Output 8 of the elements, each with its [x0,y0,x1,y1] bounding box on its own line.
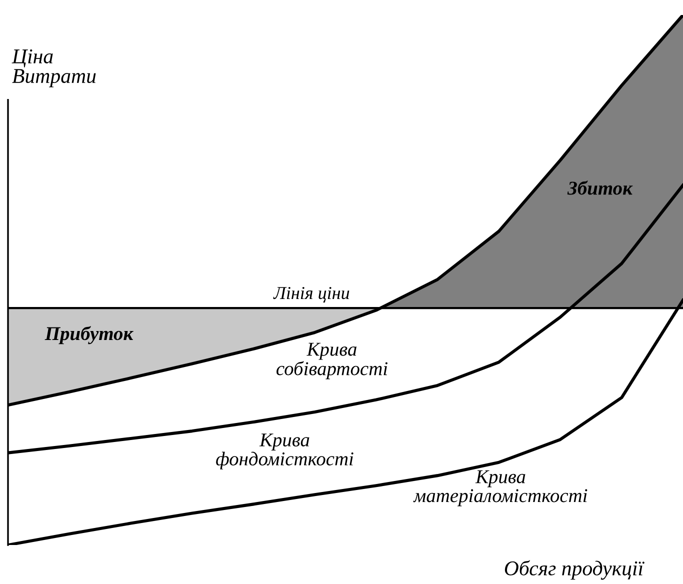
annotation: Збиток [567,180,633,195]
x-axis-title: Обсяг продукції [504,560,644,580]
annotation: Прибуток [44,326,134,344]
ref-line-label: Лінія ціни [273,286,350,303]
series-label: Крива собівартості [276,342,388,380]
series-label: Крива матеріаломісткості [413,470,588,506]
series-label: Крива фондомісткості [216,434,354,470]
y-axis-title: Ціна Витрати [12,49,96,88]
